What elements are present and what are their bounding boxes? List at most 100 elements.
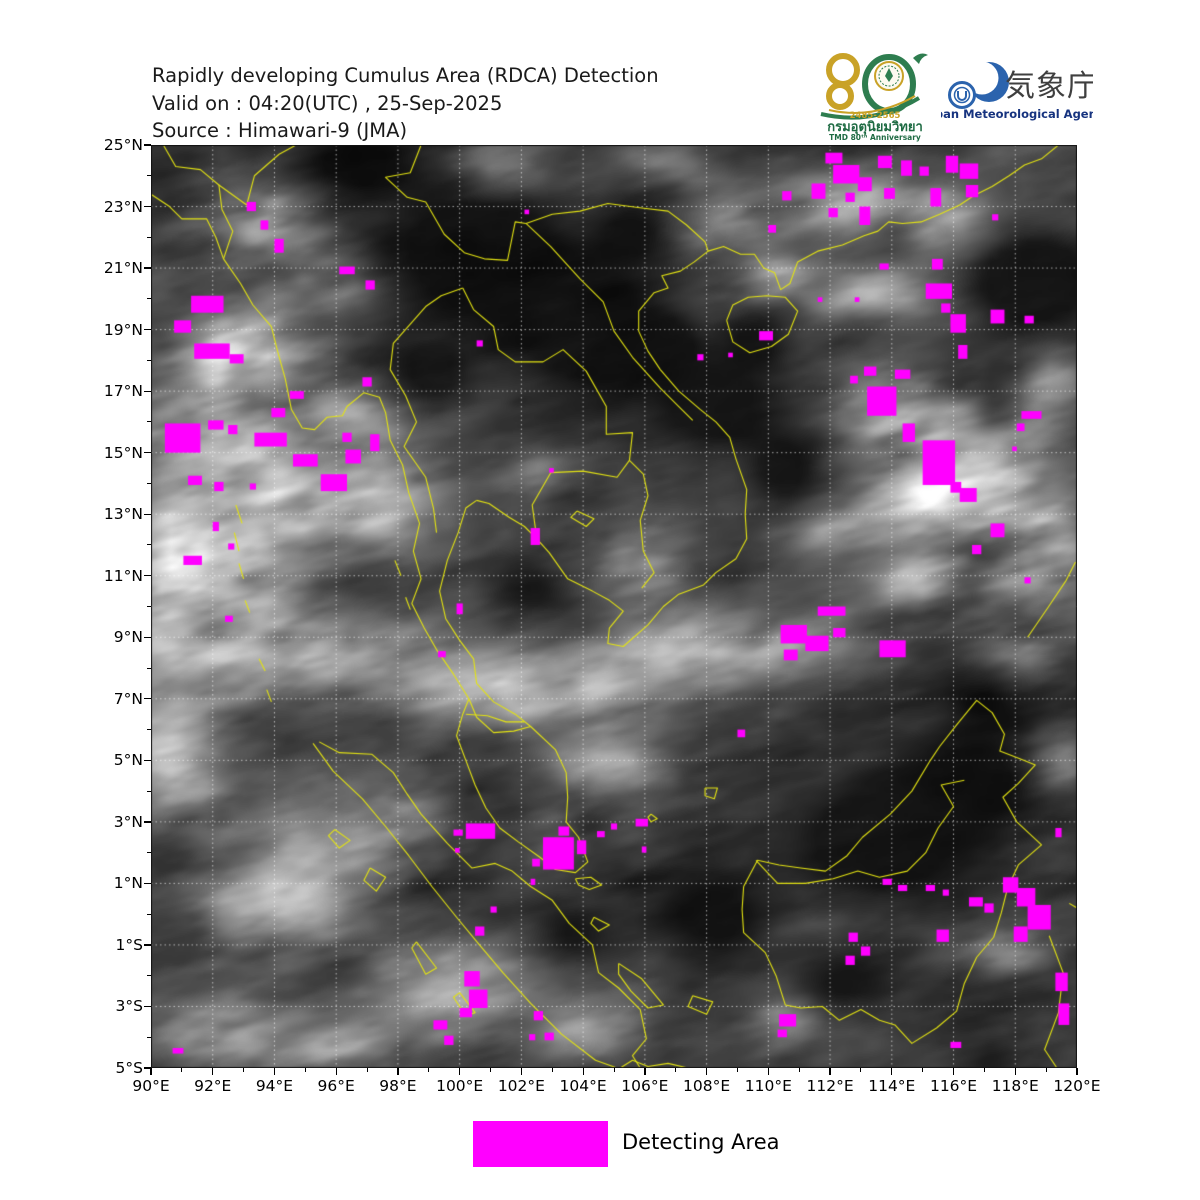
lat-tick-mark bbox=[144, 1005, 151, 1008]
lon-tick-label: 112°E bbox=[806, 1077, 854, 1095]
lon-minor-tick-mark bbox=[675, 1068, 677, 1072]
jma-globe-circle bbox=[948, 81, 976, 109]
lon-tick-mark bbox=[582, 1068, 584, 1075]
lon-minor-tick-mark bbox=[983, 1068, 985, 1072]
tmd-anniversary-text: TMD 80ᵗʰ Anniversary bbox=[829, 133, 921, 142]
lat-minor-tick-mark bbox=[147, 975, 151, 977]
jma-english-text: Japan Meteorological Agency bbox=[941, 107, 1093, 121]
lat-tick-label: 3°S bbox=[115, 997, 143, 1016]
lat-tick-mark bbox=[144, 759, 151, 762]
lat-tick-mark bbox=[144, 267, 151, 269]
lat-minor-tick-mark bbox=[147, 421, 151, 423]
lon-tick-mark bbox=[644, 1068, 646, 1075]
lat-minor-tick-mark bbox=[147, 359, 151, 361]
lon-minor-tick-mark bbox=[798, 1068, 800, 1072]
jma-crescent-cut bbox=[965, 61, 999, 95]
tmd-leaf bbox=[913, 53, 928, 64]
lat-tick-mark bbox=[144, 575, 151, 577]
lat-tick-mark bbox=[144, 698, 151, 700]
source-text: Source : Himawari-9 (JMA) bbox=[152, 119, 408, 142]
lon-tick-label: 92°E bbox=[194, 1077, 232, 1095]
lon-tick-label: 104°E bbox=[559, 1077, 607, 1095]
lon-minor-tick-mark bbox=[490, 1068, 492, 1072]
lon-tick-mark bbox=[1076, 1068, 1078, 1075]
lon-tick-mark bbox=[706, 1068, 708, 1075]
lat-tick-label: 19°N bbox=[103, 320, 143, 339]
lon-tick-mark bbox=[397, 1068, 399, 1075]
lon-tick-mark bbox=[212, 1068, 214, 1075]
lat-tick-mark bbox=[144, 144, 151, 146]
lat-minor-tick-mark bbox=[147, 175, 151, 177]
lon-tick-label: 116°E bbox=[929, 1077, 978, 1095]
lat-tick-label: 23°N bbox=[103, 197, 143, 216]
lon-tick-label: 118°E bbox=[991, 1077, 1039, 1095]
lat-tick-label: 1°S bbox=[115, 935, 143, 954]
jma-logo-graphic: 気象庁 Japan Meteorological Agency bbox=[922, 61, 1112, 121]
lat-minor-tick-mark bbox=[147, 667, 151, 669]
lat-tick-mark bbox=[144, 944, 151, 946]
lon-tick-mark bbox=[273, 1068, 276, 1075]
lon-tick-mark bbox=[520, 1068, 523, 1075]
lon-tick-label: 120°E bbox=[1053, 1077, 1101, 1095]
lat-minor-tick-mark bbox=[147, 1036, 151, 1038]
lon-minor-tick-mark bbox=[366, 1068, 368, 1072]
lon-minor-tick-mark bbox=[1045, 1068, 1047, 1072]
legend-swatch bbox=[473, 1121, 608, 1167]
lon-minor-tick-mark bbox=[428, 1068, 430, 1072]
jma-kanji-text: 気象庁 bbox=[1005, 69, 1093, 104]
lon-tick-mark bbox=[767, 1068, 770, 1075]
lon-minor-tick-mark bbox=[181, 1068, 183, 1072]
lat-minor-tick-mark bbox=[147, 606, 151, 607]
lon-tick-mark bbox=[335, 1068, 337, 1075]
tmd-thai-name-text: กรมอุตุนิยมวิทยา bbox=[827, 120, 923, 135]
lat-tick-label: 21°N bbox=[103, 259, 143, 278]
lon-tick-label: 108°E bbox=[683, 1077, 731, 1095]
lat-minor-tick-mark bbox=[147, 913, 151, 915]
page-title: Rapidly developing Cumulus Area (RDCA) D… bbox=[152, 64, 659, 87]
tmd-eight-top bbox=[826, 53, 860, 87]
tmd-logo-graphic: 2485-2565 กรมอุตุนิยมวิทยา TMD 80ᵗʰ Anni… bbox=[820, 53, 928, 142]
lat-tick-mark bbox=[144, 821, 151, 823]
lon-minor-tick-mark bbox=[613, 1068, 615, 1072]
lon-tick-mark bbox=[829, 1068, 831, 1075]
jma-logo: 気象庁 Japan Meteorological Agency bbox=[922, 58, 1112, 128]
tmd-80th-anniversary-logo: 2485-2565 กรมอุตุนิยมวิทยา TMD 80ᵗʰ Anni… bbox=[813, 42, 937, 146]
tmd-eight-bottom bbox=[826, 82, 854, 110]
tmd-emblem-figure bbox=[885, 68, 893, 82]
valid-time-text: Valid on : 04:20(UTC) , 25-Sep-2025 bbox=[152, 92, 503, 115]
lon-tick-mark bbox=[1014, 1068, 1016, 1075]
lon-minor-tick-mark bbox=[860, 1068, 862, 1072]
lat-tick-mark bbox=[144, 1067, 151, 1069]
lat-tick-label: 15°N bbox=[103, 443, 143, 462]
lat-minor-tick-mark bbox=[147, 482, 151, 484]
legend-label: Detecting Area bbox=[622, 1130, 780, 1154]
lat-tick-label: 3°N bbox=[113, 812, 143, 831]
lat-minor-tick-mark bbox=[147, 236, 151, 238]
lon-tick-label: 100°E bbox=[436, 1077, 484, 1095]
lon-tick-label: 110°E bbox=[744, 1077, 792, 1095]
lat-tick-label: 25°N bbox=[103, 136, 143, 154]
lat-tick-mark bbox=[144, 513, 151, 515]
lon-minor-tick-mark bbox=[304, 1068, 306, 1072]
lon-tick-label: 98°E bbox=[379, 1077, 417, 1095]
tmd-emblem-ring bbox=[878, 65, 900, 87]
lon-tick-mark bbox=[891, 1068, 893, 1075]
lon-minor-tick-mark bbox=[551, 1068, 553, 1072]
lon-tick-label: 106°E bbox=[621, 1077, 669, 1095]
lon-tick-mark bbox=[952, 1068, 955, 1075]
satellite-map-canvas bbox=[151, 145, 1077, 1068]
lat-minor-tick-mark bbox=[147, 544, 151, 546]
jma-globe-u bbox=[957, 91, 967, 101]
lon-minor-tick-mark bbox=[736, 1068, 738, 1072]
lat-tick-label: 5°S bbox=[115, 1059, 143, 1077]
lat-tick-mark bbox=[144, 636, 151, 638]
lon-tick-label: 96°E bbox=[317, 1077, 355, 1095]
lat-tick-label: 11°N bbox=[103, 566, 143, 585]
jma-globe-ring bbox=[953, 86, 971, 104]
lon-tick-label: 90°E bbox=[132, 1077, 170, 1095]
lat-tick-mark bbox=[144, 452, 151, 454]
lon-tick-label: 94°E bbox=[255, 1077, 294, 1095]
tmd-swoosh-green bbox=[820, 96, 921, 120]
lat-minor-tick-mark bbox=[147, 852, 151, 854]
